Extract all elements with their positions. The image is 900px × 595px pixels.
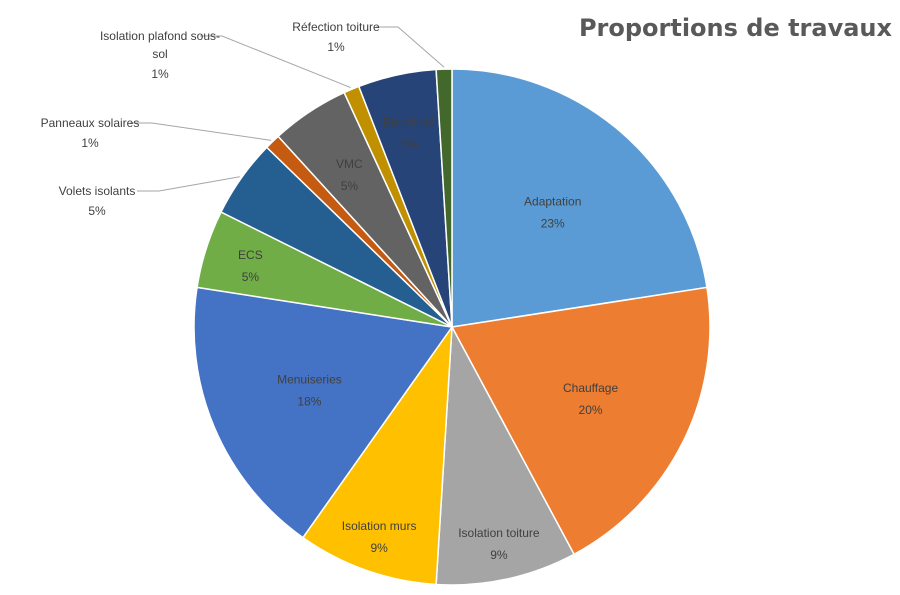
slice-pct-label: 1% [151, 67, 169, 81]
leader-line [137, 176, 240, 192]
slice-name-label: Adaptation [524, 194, 581, 208]
slice-pct-label: 5% [88, 204, 106, 218]
pie-slice-isolation-toiture [435, 324, 576, 586]
slice-label-6: Volets isolants 5% [59, 184, 136, 218]
slice-name-label: Chauffage [563, 381, 618, 395]
slice-name-label: Isolation toiture [458, 526, 540, 540]
slice-name-label: Réfection toiture [292, 20, 380, 34]
slice-pct-label: 20% [579, 403, 603, 417]
pie-slice-isolation-murs [301, 324, 453, 586]
slice-pct-label: 1% [327, 40, 345, 54]
slice-label-8: VMC 5% [336, 157, 363, 193]
slice-name-label: Isolation plafond sous- [100, 29, 220, 43]
slice-name-label: Isolation murs [342, 519, 417, 533]
slice-pct-label: 9% [370, 541, 388, 555]
leader-line [130, 122, 272, 141]
slice-label-10: Electricité 5% [383, 115, 435, 151]
pie-slice-adaptation [451, 68, 708, 328]
slice-pct-label: 18% [297, 394, 321, 408]
slice-label-11: Réfection toiture 1% [292, 20, 380, 54]
slice-pct-label: 1% [81, 136, 99, 150]
slice-name-label: Volets isolants [59, 184, 136, 198]
slice-name-label: Electricité [383, 115, 435, 129]
leader-line [200, 35, 351, 89]
slice-label-4: Menuiseries 18% [277, 372, 342, 408]
slice-label-0: Adaptation 23% [524, 194, 581, 230]
pie-slice-chauffage [450, 286, 711, 556]
slice-pct-label: 5% [400, 137, 418, 151]
slice-pct-label: 9% [490, 548, 508, 562]
leader-line [376, 26, 445, 68]
slice-name-label: VMC [336, 157, 363, 171]
chart-title: Proportions de travaux [578, 14, 892, 42]
pie-slice-menuiseries [193, 286, 454, 539]
slice-name-label: Menuiseries [277, 372, 342, 386]
slice-name-label: ECS [238, 248, 263, 262]
slice-pct-label: 23% [541, 216, 565, 230]
slice-name-label: sol [152, 47, 167, 61]
slice-label-2: Isolation toiture 9% [458, 526, 540, 562]
slice-label-7: Panneaux solaires 1% [41, 116, 140, 150]
slice-pct-label: 5% [341, 179, 359, 193]
slice-label-9: Isolation plafond sous-sol 1% [100, 29, 220, 81]
slice-name-label: Panneaux solaires [41, 116, 140, 130]
slice-label-5: ECS 5% [238, 248, 263, 284]
pie-slice-r-fection-toiture [435, 68, 453, 328]
slice-label-3: Isolation murs 9% [342, 519, 417, 555]
slice-pct-label: 5% [242, 270, 260, 284]
slice-label-1: Chauffage 20% [563, 381, 618, 417]
